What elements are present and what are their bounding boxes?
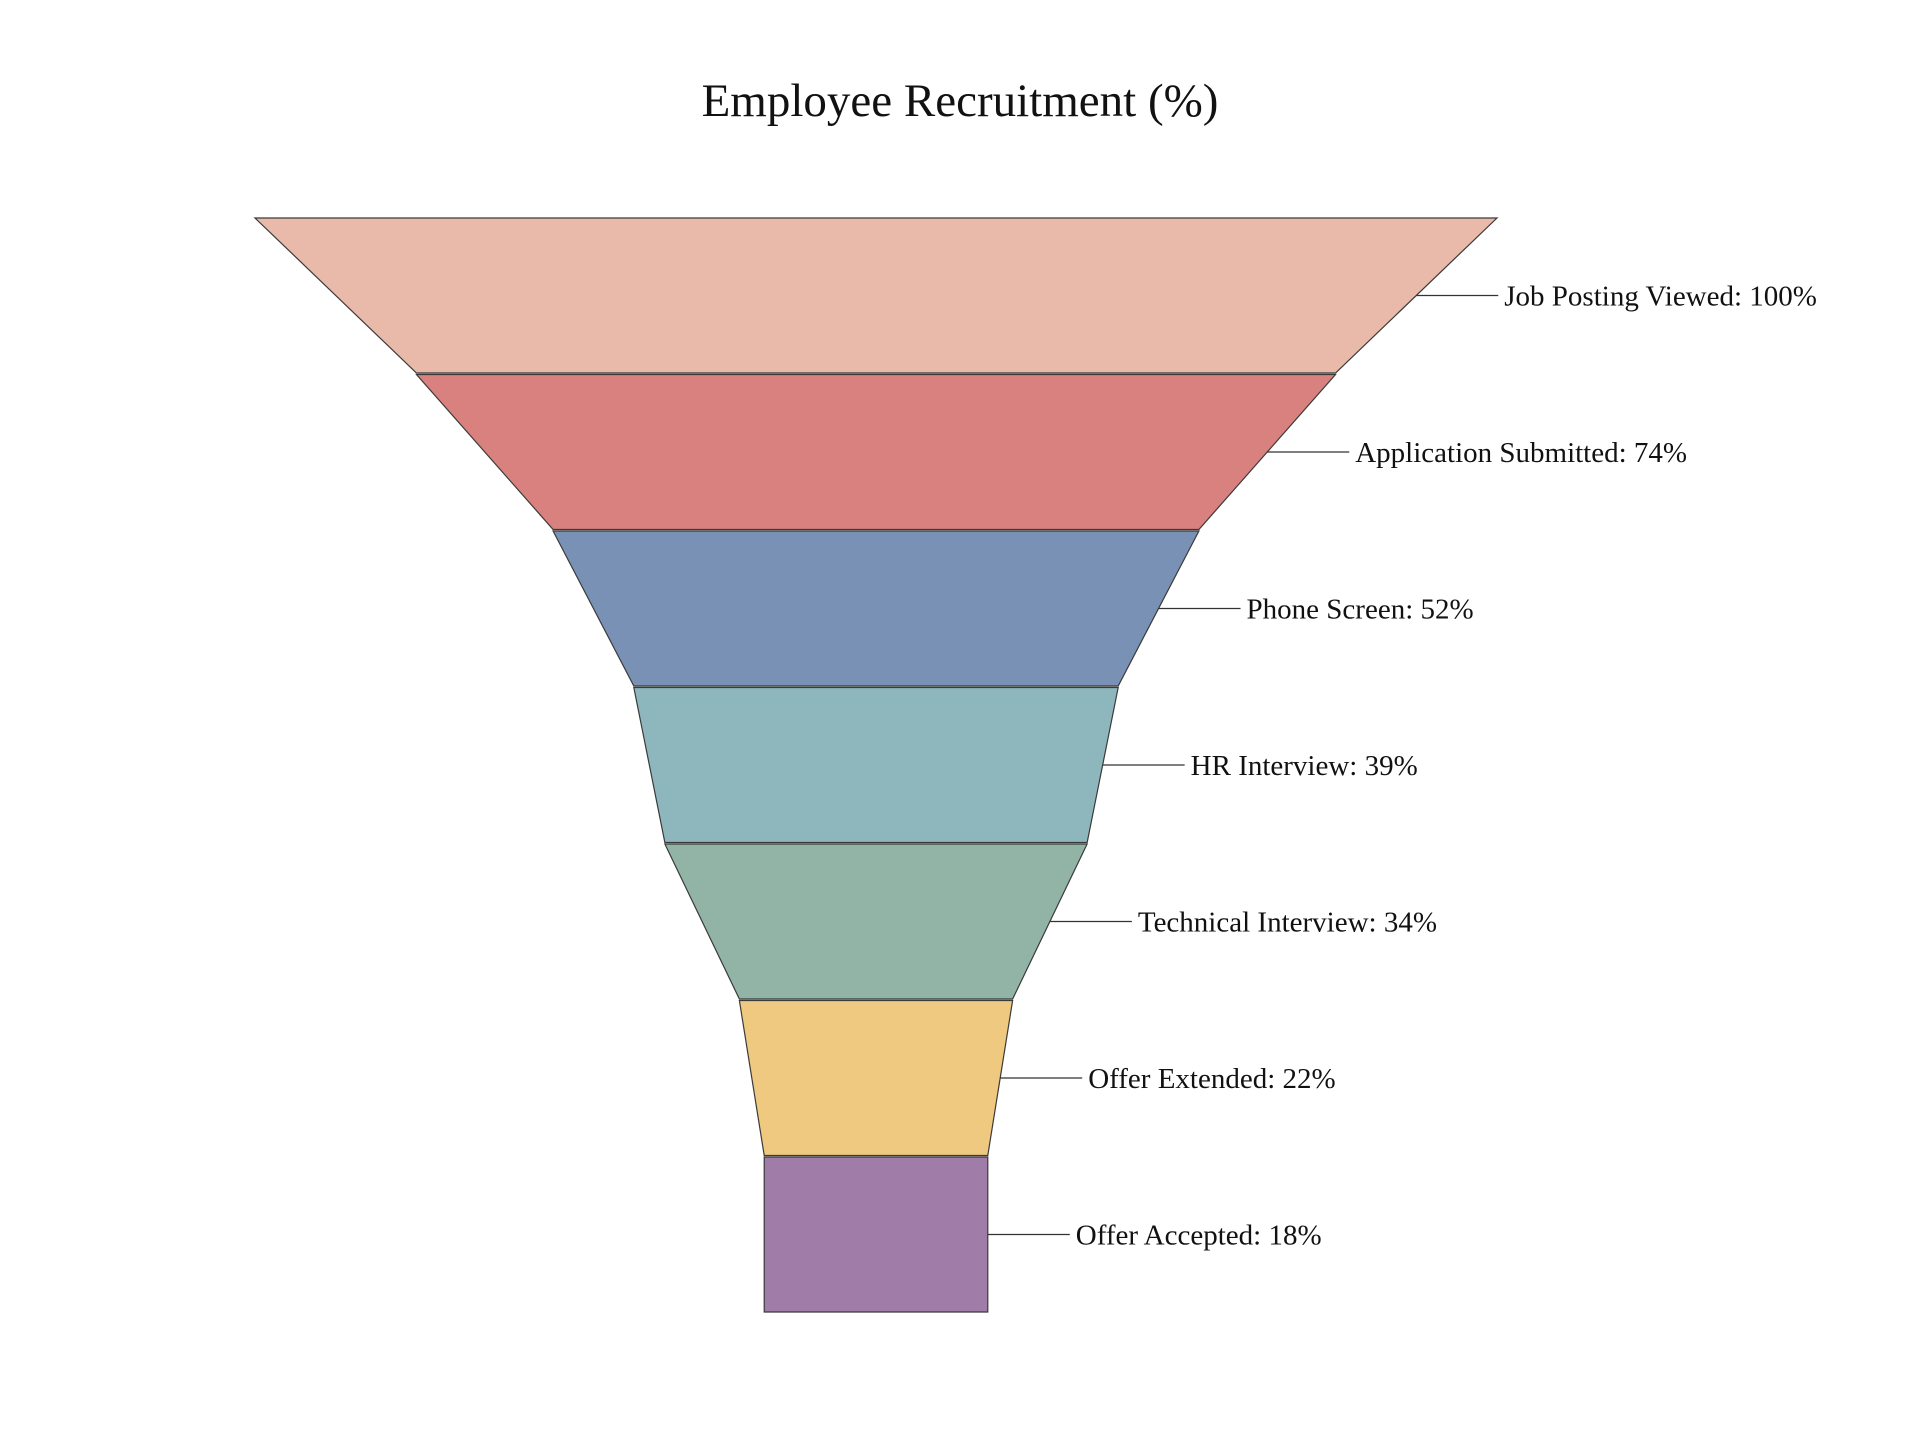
- funnel-stages: [253, 217, 1499, 1313]
- funnel-stage-offer-extended: [738, 999, 1014, 1157]
- stage-label: Application Submitted: 74%: [1355, 437, 1687, 469]
- funnel-stage-technical-interview: [663, 843, 1089, 1000]
- stage-label: Offer Accepted: 18%: [1076, 1220, 1322, 1252]
- funnel-stage-phone-screen: [552, 530, 1200, 687]
- funnel-stage-hr-interview: [633, 686, 1119, 844]
- stage-label: Offer Extended: 22%: [1088, 1063, 1336, 1095]
- funnel-stage-job-posting-viewed: [253, 217, 1499, 374]
- funnel-stage-offer-accepted: [763, 1156, 989, 1313]
- funnel-stage-application-submitted: [415, 373, 1337, 531]
- chart-title: Employee Recruitment (%): [701, 75, 1219, 127]
- stage-label: Technical Interview: 34%: [1138, 907, 1437, 939]
- stage-label: Job Posting Viewed: 100%: [1504, 281, 1817, 313]
- stage-label: HR Interview: 39%: [1191, 750, 1418, 782]
- label-connectors: [987, 294, 1499, 1236]
- stage-labels: Job Posting Viewed: 100% Application Subm…: [1076, 281, 1817, 1252]
- stage-label: Phone Screen: 52%: [1247, 594, 1474, 626]
